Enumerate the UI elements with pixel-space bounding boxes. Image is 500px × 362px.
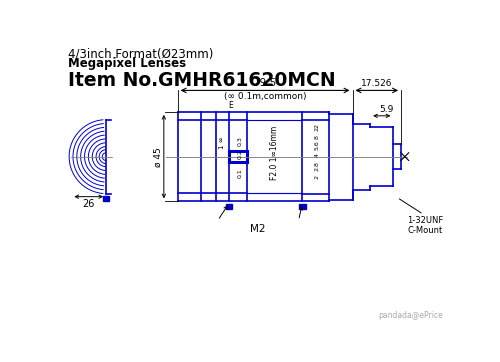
Text: ø 45: ø 45 — [154, 147, 162, 167]
Text: 4: 4 — [315, 153, 320, 157]
Text: 22: 22 — [315, 123, 320, 131]
Text: 2.8: 2.8 — [315, 161, 320, 171]
Text: 1-32UNF
C-Mount: 1-32UNF C-Mount — [407, 216, 444, 235]
Text: 0.1: 0.1 — [237, 169, 242, 178]
Text: 4/3inch Format(Ø23mm): 4/3inch Format(Ø23mm) — [68, 47, 213, 60]
Bar — [103, 196, 109, 201]
Text: 2: 2 — [315, 174, 320, 179]
Text: (∞ 0.1m,common): (∞ 0.1m,common) — [224, 92, 306, 101]
Text: Item No.GMHR61620MCN: Item No.GMHR61620MCN — [68, 71, 335, 90]
Text: Megapixel Lenses: Megapixel Lenses — [68, 57, 186, 70]
Text: 0.3: 0.3 — [237, 136, 242, 146]
Text: 26: 26 — [82, 199, 95, 209]
Text: F2.0 1∞16mm: F2.0 1∞16mm — [270, 126, 279, 180]
Text: M2: M2 — [250, 224, 266, 233]
Bar — [300, 203, 306, 209]
Text: 1 ∞: 1 ∞ — [220, 136, 226, 149]
Text: pandada@ePrice: pandada@ePrice — [378, 311, 444, 320]
Text: 79.5: 79.5 — [254, 78, 276, 88]
Bar — [226, 203, 232, 209]
Text: 0.2: 0.2 — [237, 150, 242, 159]
Text: 17.526: 17.526 — [361, 79, 392, 88]
Text: 5.9: 5.9 — [379, 105, 394, 114]
Text: 5.6: 5.6 — [315, 140, 320, 150]
Text: E: E — [228, 101, 233, 110]
Text: 8: 8 — [315, 135, 320, 139]
